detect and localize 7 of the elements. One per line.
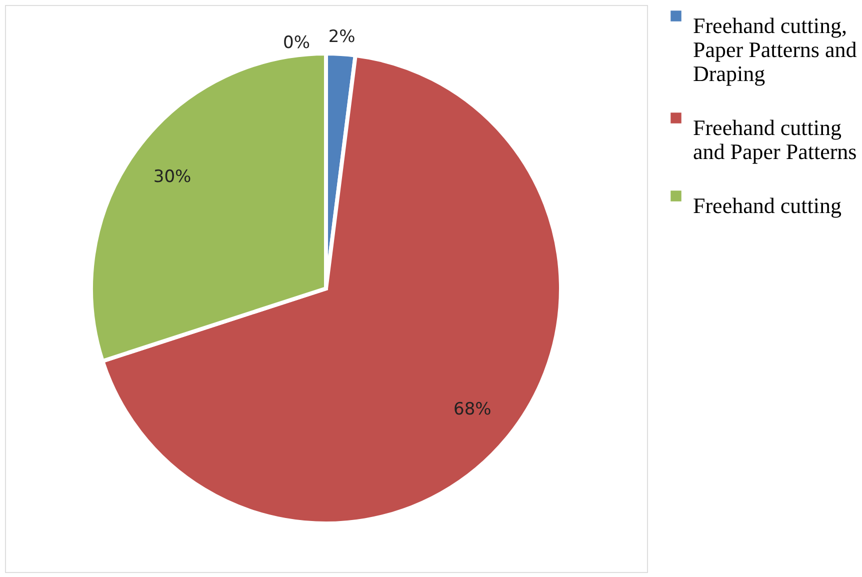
legend-label: Freehand cutting, Paper Patterns and Draping <box>693 13 857 86</box>
data-label: 30% <box>153 166 192 187</box>
data-label: 68% <box>454 400 492 420</box>
legend-label: Freehand cutting and Paper Patterns <box>693 115 857 164</box>
text: 0% <box>283 33 310 53</box>
legend-label: Freehand cutting <box>693 193 842 218</box>
data-label: 2% <box>328 26 356 47</box>
